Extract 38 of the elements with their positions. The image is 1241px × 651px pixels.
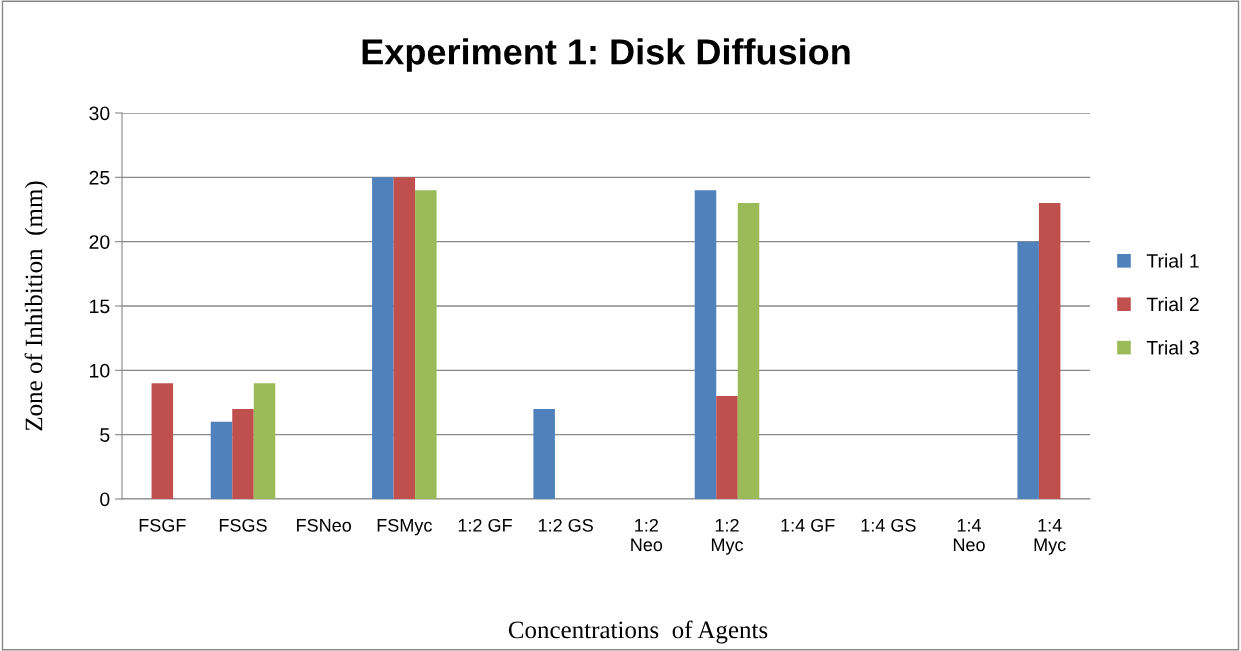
x-tick-label: 1:2 Neo: [631, 518, 663, 552]
y-tick-label: 10: [90, 363, 110, 378]
x-tick-label: 1:4 GF: [781, 518, 835, 532]
y-tick-label: 5: [100, 428, 110, 442]
y-tick-label: 25: [89, 170, 110, 185]
legend-label: Trial 1: [1146, 253, 1199, 268]
bar: [415, 190, 437, 499]
y-tick-label: 30: [89, 106, 110, 121]
bar: [393, 177, 416, 499]
bar: [210, 421, 233, 499]
legend-label: Trial 3: [1146, 340, 1199, 355]
legend-label: Trial 2: [1146, 296, 1199, 312]
x-tick-label: 1:4 GS: [861, 518, 916, 532]
x-tick-label: FSGF: [139, 518, 186, 532]
y-axis-title: Zone of Inhibition (mm): [24, 181, 48, 431]
bar: [1017, 241, 1039, 499]
bar: [716, 396, 738, 499]
bar: [533, 408, 555, 499]
x-tick-label: FSNeo: [297, 518, 352, 532]
bar: [232, 408, 254, 499]
bar: [372, 177, 394, 499]
bar: [253, 383, 276, 499]
y-tick-label: 0: [100, 492, 110, 507]
x-tick-label: 1:2 GS: [538, 518, 593, 532]
bar: [151, 383, 174, 499]
y-tick-label: 15: [90, 299, 110, 314]
bar: [737, 203, 760, 499]
x-tick-label: 1:2 GF: [458, 518, 512, 532]
x-tick-label: 1:2 Myc: [711, 518, 744, 555]
bar: [1038, 203, 1061, 499]
bar: [694, 190, 717, 499]
x-tick-label: 1:4 Neo: [953, 519, 985, 552]
x-tick-label: FSMyc: [377, 518, 432, 536]
chart-title: Experiment 1: Disk Diffusion: [362, 38, 850, 72]
x-tick-label: 1:4 Myc: [1034, 519, 1066, 555]
x-axis-title: Concentrations of Agents: [508, 620, 768, 644]
x-tick-label: FSGS: [219, 518, 267, 532]
y-tick-label: 20: [89, 235, 110, 249]
